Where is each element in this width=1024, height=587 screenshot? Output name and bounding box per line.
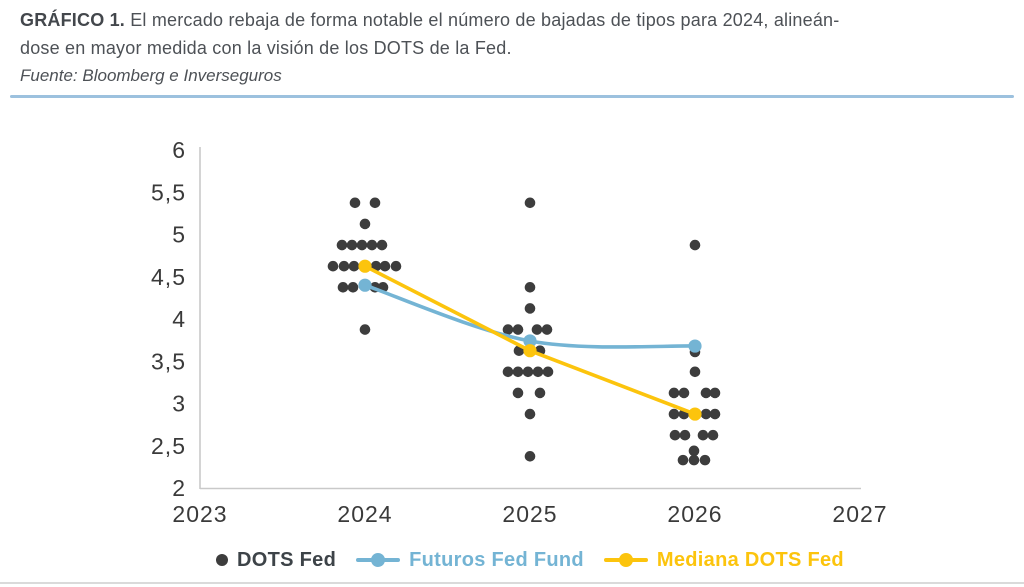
y-axis-tick-label: 4 xyxy=(172,306,186,332)
dots-fed-point xyxy=(512,324,524,335)
dots-fed-point xyxy=(390,260,402,272)
x-axis-tick-label: 2025 xyxy=(502,501,557,527)
dots-fed-point xyxy=(531,324,543,335)
dots-fed-point xyxy=(337,282,349,293)
dots-fed-point xyxy=(379,260,391,272)
y-axis-tick-label: 5,5 xyxy=(151,179,186,205)
dots-fed-point xyxy=(668,408,680,420)
legend-label: Mediana DOTS Fed xyxy=(656,548,844,571)
dots-fed-point xyxy=(524,408,536,420)
dots-fed-point xyxy=(677,454,689,466)
dots-fed-point xyxy=(532,366,544,378)
dots-fed-point xyxy=(534,387,546,399)
dots-fed-point xyxy=(349,197,361,209)
dots-fed-point xyxy=(689,366,701,378)
dots-fed-point xyxy=(700,387,712,399)
dots-fed-point xyxy=(376,239,388,251)
dots-fed-point xyxy=(688,454,700,466)
dots-fed-point xyxy=(512,366,524,378)
x-axis-tick-label: 2027 xyxy=(832,501,887,527)
x-axis-tick-label: 2026 xyxy=(667,501,722,527)
legend-item-futuros-fed-fund: Futuros Fed Fund xyxy=(356,549,584,572)
dots-fed-point xyxy=(347,282,359,293)
dot-marker-icon xyxy=(216,554,229,566)
figure-source: Fuente: Bloomberg e Inverseguros xyxy=(20,66,282,85)
dots-fed-point xyxy=(689,239,701,251)
y-axis-tick-label: 5 xyxy=(172,222,186,248)
footer-divider xyxy=(0,582,1024,584)
dots-fed-point xyxy=(356,239,368,251)
dots-fed-point xyxy=(524,282,536,293)
dots-fed-point xyxy=(688,445,700,457)
legend-label: Futuros Fed Fund xyxy=(409,548,584,571)
line-marker-icon xyxy=(356,553,401,567)
dots-fed-point xyxy=(709,408,721,420)
y-axis-tick-label: 4,5 xyxy=(151,264,186,290)
dots-fed-point xyxy=(512,387,524,399)
y-axis-tick-label: 3,5 xyxy=(151,348,186,374)
legend-item-dots-fed: DOTS Fed xyxy=(216,549,336,572)
figure-title-line2: dose en mayor medida con la visión de lo… xyxy=(20,38,512,58)
dots-fed-point xyxy=(366,239,378,251)
dots-fed-point xyxy=(327,260,339,272)
dots-fed-point xyxy=(678,387,690,399)
dots-fed-point xyxy=(359,218,371,230)
y-axis-tick-label: 2 xyxy=(172,475,186,501)
line-marker-icon xyxy=(603,553,648,567)
figure-title-line1: El mercado rebaja de forma notable el nú… xyxy=(125,10,840,30)
series-marker xyxy=(358,278,372,292)
dots-fed-point xyxy=(524,303,536,314)
dots-fed-point xyxy=(679,429,691,441)
dots-fed-point xyxy=(697,429,709,441)
y-axis-tick-label: 2,5 xyxy=(151,433,186,459)
y-axis-tick-label: 6 xyxy=(172,137,186,163)
figure-title: GRÁFICO 1. El mercado rebaja de forma no… xyxy=(20,6,1010,62)
dots-fed-point xyxy=(541,324,553,335)
legend-label: DOTS Fed xyxy=(237,548,337,571)
dots-fed-point xyxy=(348,260,360,272)
dots-fed-point xyxy=(669,429,681,441)
series-marker xyxy=(688,407,702,421)
dots-fed-point xyxy=(709,387,721,399)
dots-fed-point xyxy=(502,324,514,335)
dots-fed-point xyxy=(346,239,358,251)
dots-fed-point xyxy=(699,454,711,466)
dots-fed-point xyxy=(700,408,712,420)
y-axis-tick-label: 3 xyxy=(172,391,186,417)
dots-fed-point xyxy=(707,429,719,441)
x-axis-tick-label: 2023 xyxy=(172,501,227,527)
x-axis-tick-label: 2024 xyxy=(337,501,392,527)
chart-legend: DOTS Fed Futuros Fed Fund Mediana DOTS F… xyxy=(185,544,875,576)
series-marker xyxy=(358,259,372,273)
dots-fed-point xyxy=(359,324,371,335)
dots-fed-point xyxy=(369,197,381,209)
dots-fed-point xyxy=(522,366,534,378)
dots-fed-point xyxy=(542,366,554,378)
figure-header: GRÁFICO 1. El mercado rebaja de forma no… xyxy=(20,6,1010,89)
header-divider xyxy=(10,95,1014,98)
legend-item-mediana-dots-fed: Mediana DOTS Fed xyxy=(603,548,844,572)
dots-fed-point xyxy=(668,387,680,399)
dots-fed-point xyxy=(336,239,348,251)
series-marker xyxy=(523,344,537,358)
figure-number: GRÁFICO 1. xyxy=(20,10,126,30)
dots-fed-point xyxy=(338,260,350,272)
series-marker xyxy=(523,334,537,348)
dots-fed-point xyxy=(524,451,536,462)
dots-fed-point xyxy=(502,366,514,378)
series-marker xyxy=(688,339,702,353)
dots-fed-point xyxy=(524,197,536,209)
